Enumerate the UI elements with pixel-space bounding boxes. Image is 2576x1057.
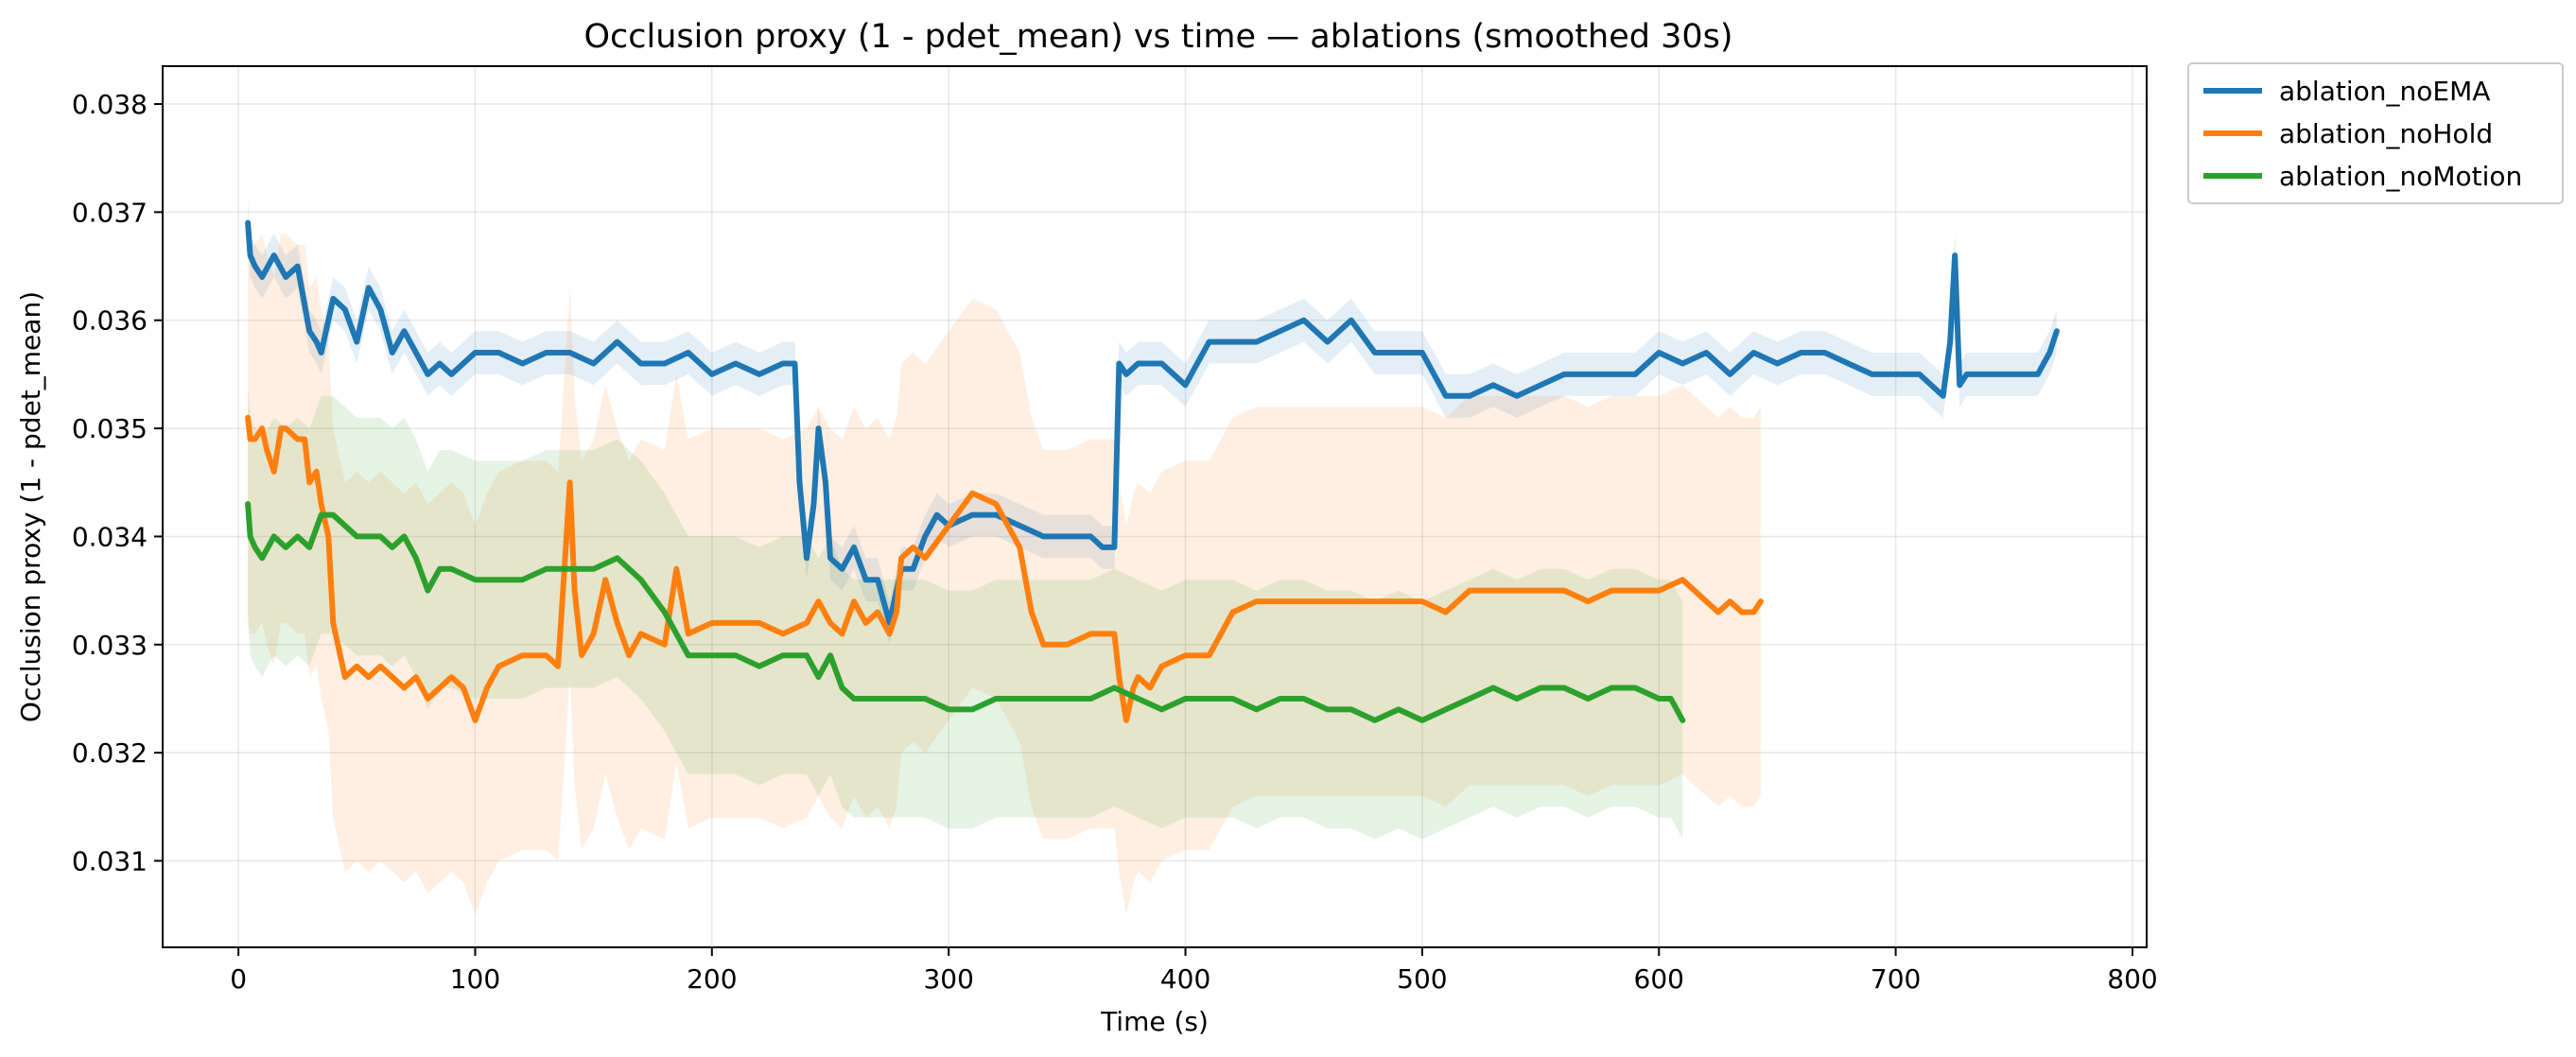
- y-tick-label: 0.036: [72, 305, 148, 337]
- x-axis-ticks: 0 100 200 300 400 500 600 700 800: [230, 947, 2158, 995]
- legend: ablation_noEMA ablation_noHold ablation_no…: [2187, 62, 2564, 204]
- line-ablation_noEMA: [245, 219, 2060, 626]
- plot-frame: [162, 65, 2148, 948]
- confidence-bands: [248, 200, 2057, 915]
- y-tick-label: 0.038: [72, 89, 148, 120]
- y-tick-label: 0.031: [72, 846, 148, 877]
- y-tick-label: 0.032: [72, 737, 148, 769]
- y-tick-label: 0.034: [72, 521, 148, 552]
- band-ablation_noMotion: [248, 385, 1683, 840]
- x-tick-label: 400: [1160, 963, 1210, 995]
- band-ablation_noHold: [248, 222, 1761, 915]
- x-tick-label: 200: [687, 963, 737, 995]
- y-axis-ticks: 0.031 0.032 0.033 0.034 0.035 0.036 0.037 0.038: [72, 89, 163, 877]
- x-tick-label: 100: [450, 963, 500, 995]
- line-ablation_noHold: [245, 414, 1764, 723]
- x-tick-label: 800: [2107, 963, 2157, 995]
- x-axis-label: Time (s): [1100, 1006, 1209, 1037]
- legend-label-ablation_noMotion: ablation_noMotion: [2279, 161, 2522, 192]
- legend-frame: [2187, 62, 2564, 204]
- x-tick-label: 500: [1397, 963, 1447, 995]
- plot-area: [163, 66, 2147, 947]
- x-tick-label: 700: [1871, 963, 1921, 995]
- y-tick-label: 0.037: [72, 197, 148, 228]
- y-axis-label: Occlusion proxy (1 - pdet_mean): [15, 291, 46, 722]
- x-tick-label: 600: [1634, 963, 1684, 995]
- y-tick-label: 0.033: [72, 630, 148, 661]
- y-tick-label: 0.035: [72, 413, 148, 444]
- x-tick-label: 300: [923, 963, 973, 995]
- series-lines: [245, 219, 2060, 723]
- legend-label-ablation_noEMA: ablation_noEMA: [2279, 76, 2490, 107]
- line-ablation_noMotion: [245, 501, 1686, 723]
- chart-title: Occlusion proxy (1 - pdet_mean) vs time …: [583, 18, 1732, 56]
- x-tick-label: 0: [230, 963, 247, 995]
- legend-label-ablation_noHold: ablation_noHold: [2279, 118, 2493, 149]
- grid: [163, 66, 2147, 947]
